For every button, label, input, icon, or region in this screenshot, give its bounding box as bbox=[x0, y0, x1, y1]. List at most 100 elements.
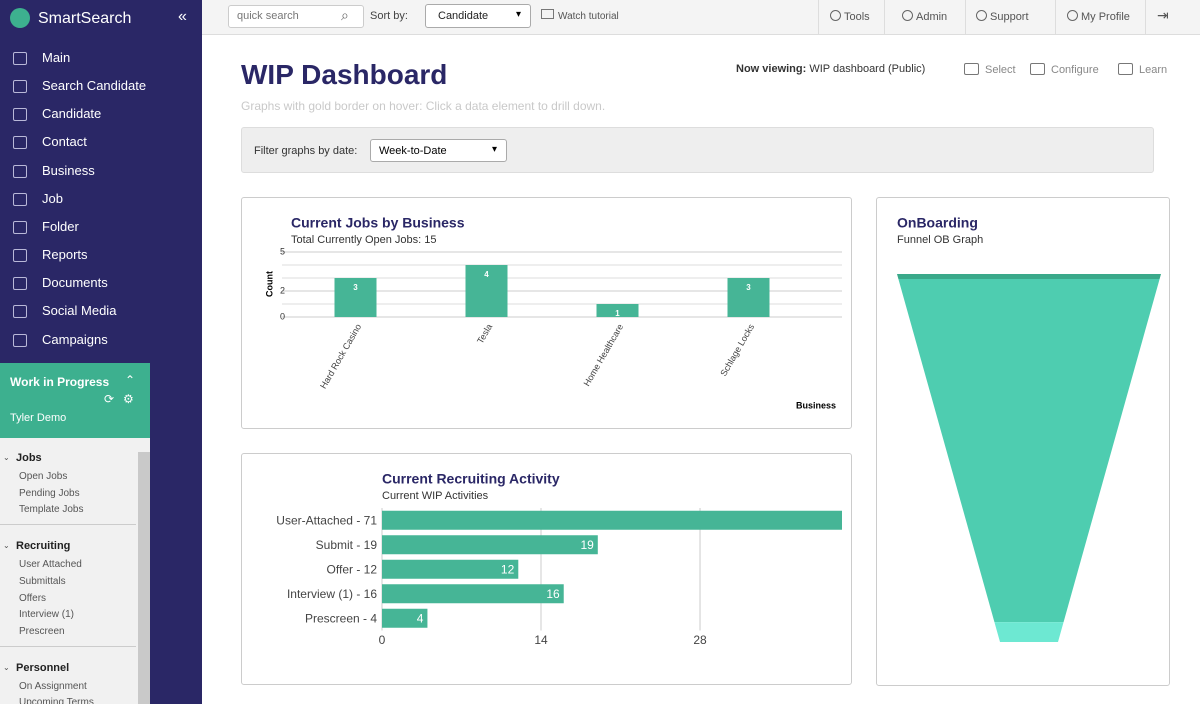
sort-label: Sort by: bbox=[370, 10, 408, 22]
separator bbox=[965, 0, 966, 34]
group-item[interactable]: Submittals bbox=[19, 575, 66, 587]
logout-icon[interactable]: ⇥ bbox=[1157, 7, 1169, 23]
nav-icon bbox=[13, 277, 27, 291]
scrollbar[interactable] bbox=[138, 452, 150, 704]
group-item[interactable]: Interview (1) bbox=[19, 609, 75, 621]
collapse-button[interactable]: « bbox=[178, 8, 187, 25]
y-tick-label: 5 bbox=[280, 246, 285, 256]
bar bbox=[334, 278, 377, 317]
bar bbox=[382, 584, 564, 604]
nav-icon bbox=[13, 108, 27, 122]
date-select[interactable]: Week-to-Date ▾ bbox=[370, 139, 507, 162]
nav-item[interactable]: Contact bbox=[42, 134, 87, 150]
action[interactable]: Learn bbox=[1139, 64, 1168, 76]
caret: ⌄ bbox=[3, 662, 10, 672]
wip-header bbox=[0, 363, 150, 438]
group-item[interactable]: Open Jobs bbox=[19, 471, 68, 482]
settings-icon[interactable]: ⚙ bbox=[123, 392, 134, 406]
y-tick-label: 2 bbox=[280, 285, 285, 295]
category-label: User-Attached - 71 bbox=[276, 513, 377, 527]
action[interactable]: Configure bbox=[1051, 64, 1099, 76]
menu-item[interactable]: My Profile bbox=[1081, 11, 1130, 23]
group-item[interactable]: Pending Jobs bbox=[19, 487, 80, 499]
x-tick-label: 0 bbox=[379, 633, 386, 647]
category-label: Offer - 12 bbox=[327, 562, 378, 576]
group-item[interactable]: Template Jobs bbox=[19, 504, 84, 516]
x-tick-label: Tesla bbox=[475, 322, 494, 345]
y-axis-label: Count bbox=[264, 271, 274, 297]
nav-item[interactable]: Campaigns bbox=[42, 331, 108, 347]
menu-item[interactable]: Tools bbox=[844, 11, 870, 23]
value-label: 4 bbox=[484, 270, 489, 279]
sort-select[interactable]: Candidate ▾ bbox=[425, 4, 531, 28]
nav-item[interactable]: Main bbox=[42, 50, 71, 65]
nav-item[interactable]: Search Candidate bbox=[42, 78, 147, 94]
group-title[interactable]: Personnel bbox=[16, 661, 70, 674]
wip-user: Tyler Demo bbox=[10, 412, 67, 424]
x-tick-label: Hard Rock Casino bbox=[318, 322, 363, 390]
search-placeholder: quick search bbox=[237, 10, 299, 22]
group-item[interactable]: On Assignment bbox=[19, 680, 87, 692]
chart-subtitle: Funnel OB Graph bbox=[897, 234, 983, 246]
menu-icon bbox=[830, 10, 841, 21]
nav-item[interactable]: Job bbox=[42, 190, 63, 206]
nav-icon bbox=[13, 192, 27, 206]
y-tick-label: 0 bbox=[280, 311, 285, 321]
group-item[interactable]: Offers bbox=[19, 592, 47, 604]
group-title[interactable]: Jobs bbox=[16, 452, 42, 464]
sort-value: Candidate bbox=[438, 10, 489, 22]
viewing-label: Now viewing: bbox=[736, 63, 807, 75]
divider bbox=[0, 645, 136, 647]
nav-item[interactable]: Reports bbox=[42, 247, 88, 263]
search-box[interactable]: quick search ⌕ bbox=[228, 5, 364, 28]
tutorial-link[interactable]: Watch tutorial bbox=[558, 11, 619, 22]
funnel-segment bbox=[897, 274, 1161, 279]
collapse-icon[interactable]: ⌃ bbox=[125, 373, 136, 387]
menu-icon bbox=[976, 10, 987, 21]
value-label: 19 bbox=[580, 538, 594, 552]
menu-item[interactable]: Support bbox=[990, 11, 1029, 23]
filter-label: Filter graphs by date: bbox=[254, 145, 358, 157]
nav-icon bbox=[13, 52, 27, 65]
brand: SmartSearch bbox=[38, 10, 132, 27]
separator bbox=[884, 0, 885, 34]
sidebar: SmartSearch « Work in Progress ⌃ ⟳ ⚙ Tyl… bbox=[0, 0, 202, 704]
bar bbox=[382, 559, 519, 579]
value-label: 3 bbox=[746, 283, 751, 292]
nav-item[interactable]: Candidate bbox=[42, 106, 102, 122]
nav-icon bbox=[13, 305, 27, 319]
bar bbox=[727, 278, 770, 317]
viewing-value: WIP dashboard (Public) bbox=[809, 63, 926, 75]
menu-icon bbox=[902, 10, 913, 21]
nav-item[interactable]: Business bbox=[42, 162, 95, 178]
x-tick-label: Schlage Locks bbox=[718, 322, 756, 378]
x-axis-label: Business bbox=[796, 400, 836, 410]
chart-card bbox=[241, 197, 852, 429]
filter-bar: Filter graphs by date: Week-to-Date ▾ bbox=[241, 127, 1154, 173]
topbar: quick search ⌕ Sort by: Candidate ▾ Watc… bbox=[202, 0, 1200, 35]
category-label: Interview (1) - 16 bbox=[287, 587, 377, 601]
value-label: 1 bbox=[615, 309, 620, 318]
nav-item[interactable]: Folder bbox=[42, 218, 79, 234]
nav-icon bbox=[13, 80, 27, 94]
nav-icon bbox=[13, 249, 27, 263]
group-item[interactable]: Prescreen bbox=[19, 625, 65, 637]
group-item[interactable]: Upcoming Terms bbox=[19, 697, 94, 704]
funnel-segment bbox=[994, 622, 1064, 642]
nav-item[interactable]: Documents bbox=[42, 275, 108, 291]
nav-item[interactable]: Social Media bbox=[42, 303, 117, 319]
wip-list: ⌄ Jobs Open Jobs Pending Jobs Template Jobs ⌄… bbox=[0, 438, 150, 704]
chart-title: Current Jobs by Business bbox=[291, 215, 465, 231]
group-item[interactable]: User Attached bbox=[19, 559, 82, 571]
action[interactable]: Select bbox=[985, 64, 1016, 76]
chart-subtitle: Total Currently Open Jobs: 15 bbox=[291, 234, 437, 246]
refresh-icon[interactable]: ⟳ bbox=[104, 392, 115, 406]
category-label: Submit - 19 bbox=[316, 538, 378, 552]
menu-item[interactable]: Admin bbox=[916, 11, 948, 23]
select-arrow: ▾ bbox=[516, 9, 522, 20]
group-title[interactable]: Recruiting bbox=[16, 540, 71, 553]
x-tick-label: Home Healthcare bbox=[582, 322, 626, 388]
page-title: WIP Dashboard bbox=[241, 59, 448, 90]
bar bbox=[382, 608, 428, 628]
chart-subtitle: Current WIP Activities bbox=[382, 490, 489, 502]
